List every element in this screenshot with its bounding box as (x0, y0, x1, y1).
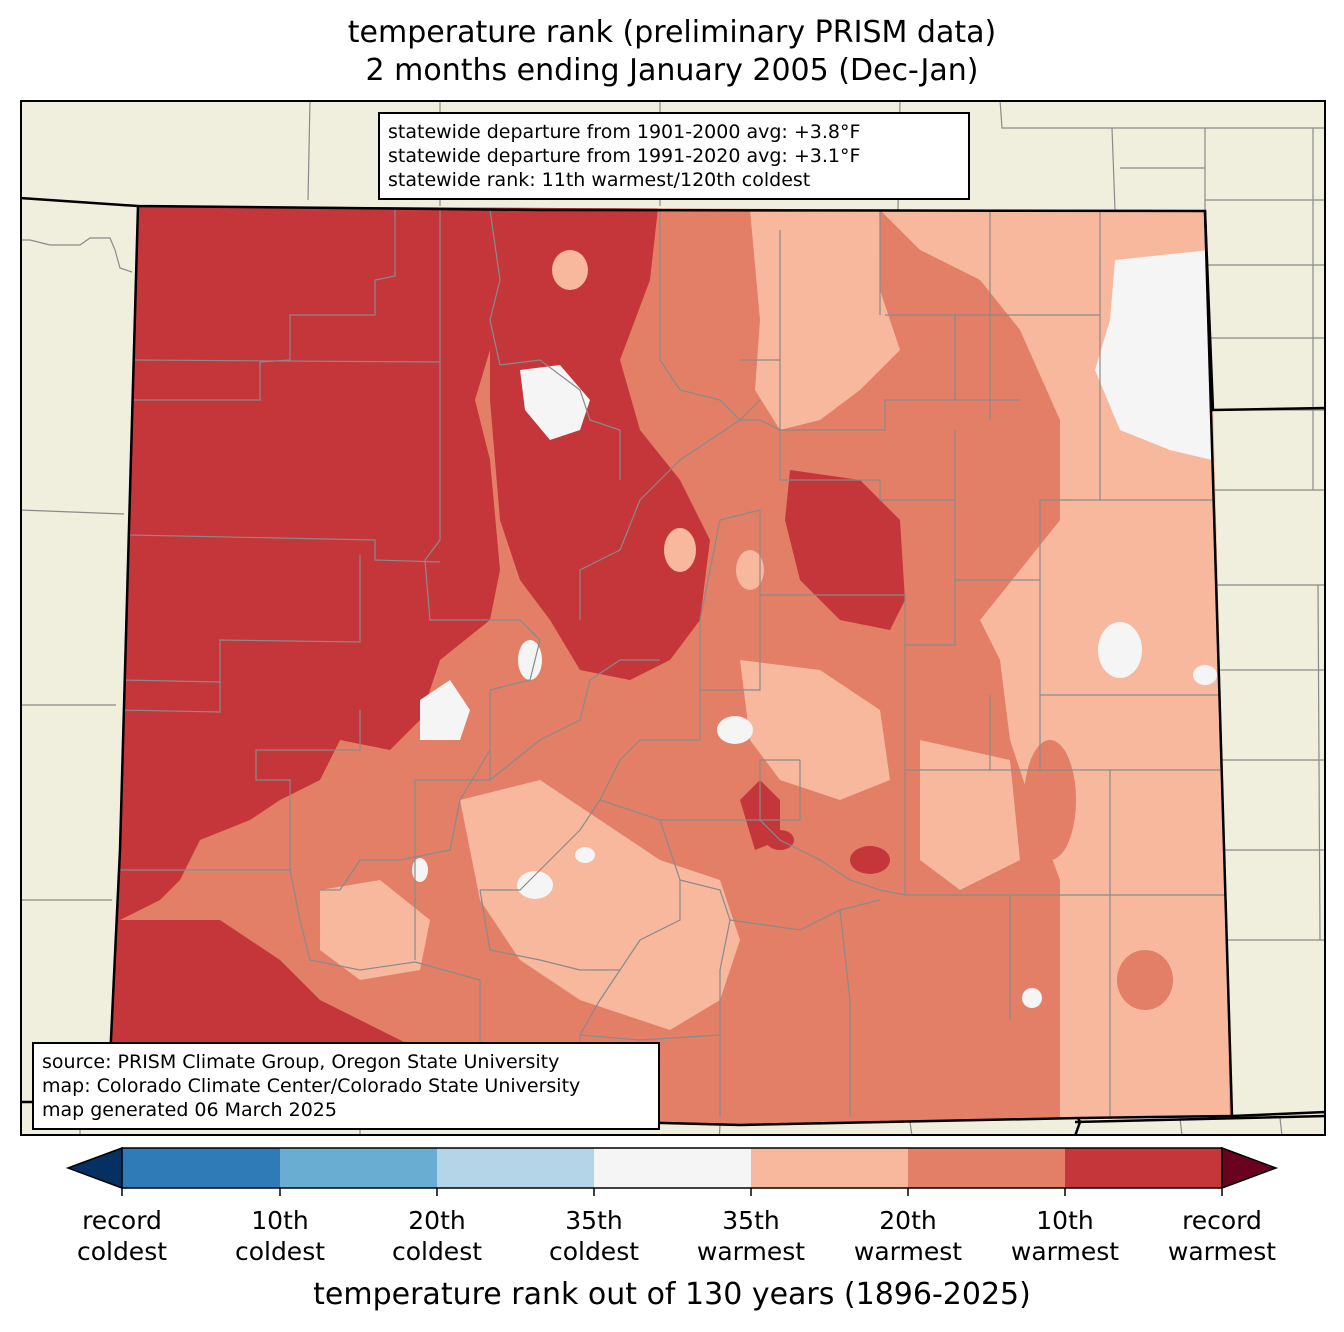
colorado-temperature-rank-map (20, 100, 1326, 1136)
colorbar-tick-label: record warmest (1167, 1206, 1277, 1266)
statewide-rank: statewide rank: 11th warmest/120th colde… (388, 169, 811, 191)
source-line: source: PRISM Climate Group, Oregon Stat… (42, 1051, 560, 1073)
map-title-line-1: temperature rank (preliminary PRISM data… (347, 15, 997, 50)
colorbar-tick-label: 35th warmest (696, 1206, 806, 1266)
colorbar-bin-10th-to-record-warmest (1065, 1148, 1222, 1188)
map-frame (20, 100, 1326, 1136)
colorbar-tick-label: record coldest (76, 1206, 168, 1266)
colorbar-bin-20th-to-10th-warmest (908, 1148, 1065, 1188)
source-credit-box: source: PRISM Climate Group, Oregon Stat… (32, 1042, 660, 1130)
colorbar-bin-10th-to-20th-coldest (280, 1148, 437, 1188)
colorbar-bin-35th-to-20th-warmest (751, 1148, 908, 1188)
colorbar-tick-label: 10th coldest (234, 1206, 326, 1266)
colorbar-bin-near-normal (594, 1148, 751, 1188)
colorbar-label: temperature rank out of 130 years (1896-… (313, 1277, 1031, 1312)
colorbar-tick-label: 35th coldest (548, 1206, 640, 1266)
colorbar-tick-marks (121, 1188, 1223, 1196)
colorbar-tick-label: 20th coldest (391, 1206, 483, 1266)
departure-1901-2000: statewide departure from 1901-2000 avg: … (388, 121, 861, 143)
colorbar-outline (121, 1147, 1223, 1189)
map-credit-line: map: Colorado Climate Center/Colorado St… (42, 1075, 581, 1097)
colorbar (65, 1146, 1279, 1196)
colorbar-tick-label: 10th warmest (1010, 1206, 1120, 1266)
statewide-stats-box: statewide departure from 1901-2000 avg: … (378, 112, 970, 200)
colorbar-extend-cold (65, 1146, 123, 1190)
colorbar-bin-record-to-10th-coldest (122, 1148, 280, 1188)
county-lines (115, 206, 1225, 1117)
temperature-rank-fill (108, 206, 1232, 1125)
colorbar-bin-20th-to-35th-coldest (437, 1148, 594, 1188)
generated-date-line: map generated 06 March 2025 (42, 1099, 337, 1121)
map-title-line-2: 2 months ending January 2005 (Dec-Jan) (365, 53, 979, 88)
departure-1991-2020: statewide departure from 1991-2020 avg: … (388, 145, 861, 167)
colorbar-extend-warm (1221, 1146, 1279, 1190)
colorbar-tick-label: 20th warmest (853, 1206, 963, 1266)
